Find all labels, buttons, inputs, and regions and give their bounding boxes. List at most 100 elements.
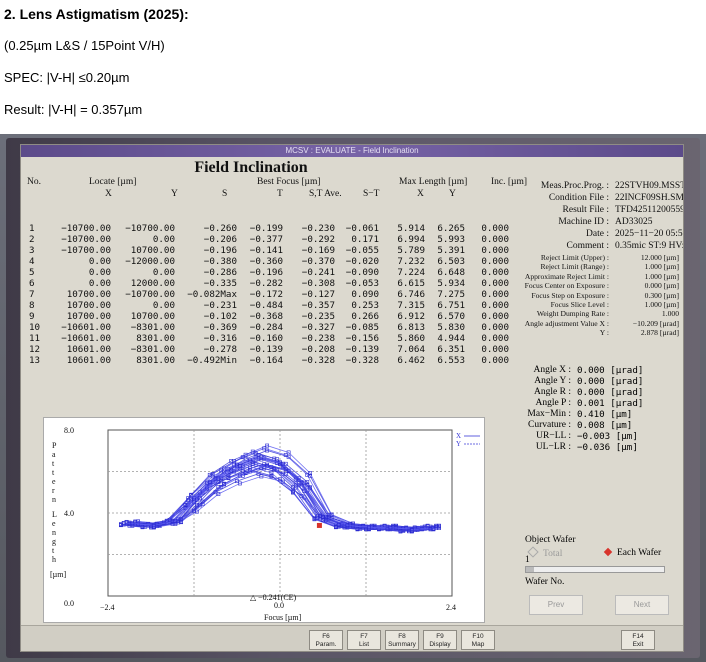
radio-on-icon [603,547,613,557]
data-point [127,523,132,528]
data-point [323,514,328,519]
cell-no: 6 [29,278,35,289]
f6-param-button[interactable]: F6 Param. [309,630,343,650]
cell-y: 12000.00 [130,278,175,289]
cell-mx: 6.813 [397,322,425,333]
data-point [192,508,196,513]
info-value: 0.35mic ST:9 HV:4 [ [615,241,683,251]
window-title: MCSV : EVALUATE - Field Inclination [285,146,419,155]
cell-x: 0.00 [88,256,111,267]
y-axis-unit: [µm] [50,570,66,579]
cell-my: 6.570 [437,311,465,322]
cell-mx: 5.789 [397,245,425,256]
data-point [216,476,221,481]
cell-no: 7 [29,289,35,300]
angle-label: Curvature : [527,420,571,430]
angle-value: 0.000 [µrad] [577,365,644,376]
info-label: Focus Center on Exposure : [524,281,609,291]
fkey-code: F8 [398,633,406,640]
x-axis-label: Focus [µm] [264,613,302,622]
f14-exit-button[interactable]: F14 Exit [621,630,655,650]
info-value: −10.209 [µrad] [632,318,679,328]
y-axis-label-char: e [52,477,56,486]
data-point [312,516,317,520]
fkey-label: Summary [388,641,416,648]
cell-s: −0.335 [203,278,237,289]
cell-ave: −0.370 [301,256,335,267]
f8-summary-button[interactable]: F8 Summary [385,630,419,650]
angle-value: 0.008 [µm] [577,420,633,431]
cell-mx: 6.462 [397,355,425,366]
info-label: Angle adjustment Value X : [524,318,609,328]
cell-st: 0.090 [351,289,379,300]
data-point [119,522,123,527]
cell-mx: 6.746 [397,289,425,300]
data-point [355,527,360,532]
header-locate-x: X [105,189,112,199]
cell-y: 0.00 [152,300,175,311]
data-point [437,526,442,530]
cell-inc: 0.000 [481,256,509,267]
cell-x: 10601.00 [66,355,111,366]
info-value: 1.000 [µm] [644,262,679,272]
f9-display-button[interactable]: F9 Display [423,630,457,650]
data-point [253,451,258,455]
data-point [248,464,252,469]
info-value: 22INCF09SH.SMCP [615,193,684,203]
y-axis-label-char: L [52,510,57,519]
header-st-ave: S,T Ave. [309,189,342,199]
cell-x: −10700.00 [61,234,111,245]
data-point [194,509,199,514]
each-wafer-radio[interactable]: Each Wafer [603,547,662,558]
cell-mx: 6.994 [397,234,425,245]
angle-value: 0.001 [µrad] [577,398,644,409]
cell-inc: 0.000 [481,344,509,355]
each-wafer-label: Each Wafer [617,548,662,558]
cell-ave: −0.127 [301,289,335,300]
data-point [235,479,239,484]
x-tick-label: −2.4 [100,603,115,612]
header-no: No. [27,177,41,187]
cell-s: −0.278 [203,344,237,355]
data-point [219,479,224,484]
total-radio[interactable]: Total [527,546,562,559]
f7-list-button[interactable]: F7 List [347,630,381,650]
data-point [176,518,181,523]
header-locate: Locate [µm] [89,177,137,187]
cell-x: 10700.00 [66,289,111,300]
cell-y: 8301.00 [136,333,175,344]
data-point [229,459,234,463]
cell-y: −10700.00 [125,289,175,300]
cell-t: −0.139 [249,344,283,355]
cell-ave: −0.292 [301,234,335,245]
wafer-no-label: Wafer No. [525,577,565,587]
cell-s: −0.206 [203,234,237,245]
cell-y: −12000.00 [125,256,175,267]
cell-t: −0.196 [249,267,283,278]
info-label: Focus Step on Exposure : [531,290,609,300]
cell-my: 6.351 [437,344,465,355]
y-axis-label-char: n [52,495,56,504]
f10-map-button[interactable]: F10 Map [461,630,495,650]
fkey-code: F10 [472,633,484,640]
angle-label: Max−Min : [527,409,571,419]
cell-my: 4.944 [437,333,465,344]
cell-st: −0.085 [345,322,379,333]
cell-ave: −0.241 [301,267,335,278]
cell-t: −0.199 [249,223,283,234]
data-point [237,473,242,478]
data-point [130,521,135,526]
cell-st: −0.055 [345,245,379,256]
cell-st: 0.171 [351,234,379,245]
slider-thumb[interactable] [526,567,534,572]
wafer-slider[interactable] [525,566,665,573]
cell-s: −0.286 [203,267,237,278]
cell-no: 13 [29,355,41,366]
next-button[interactable]: Next [615,595,669,615]
angle-value: −0.036 [µm] [577,442,638,453]
data-point [302,480,307,485]
data-point [398,529,403,534]
window-titlebar: MCSV : EVALUATE - Field Inclination [21,145,683,157]
data-point [283,467,288,472]
prev-button[interactable]: Prev [529,595,583,615]
